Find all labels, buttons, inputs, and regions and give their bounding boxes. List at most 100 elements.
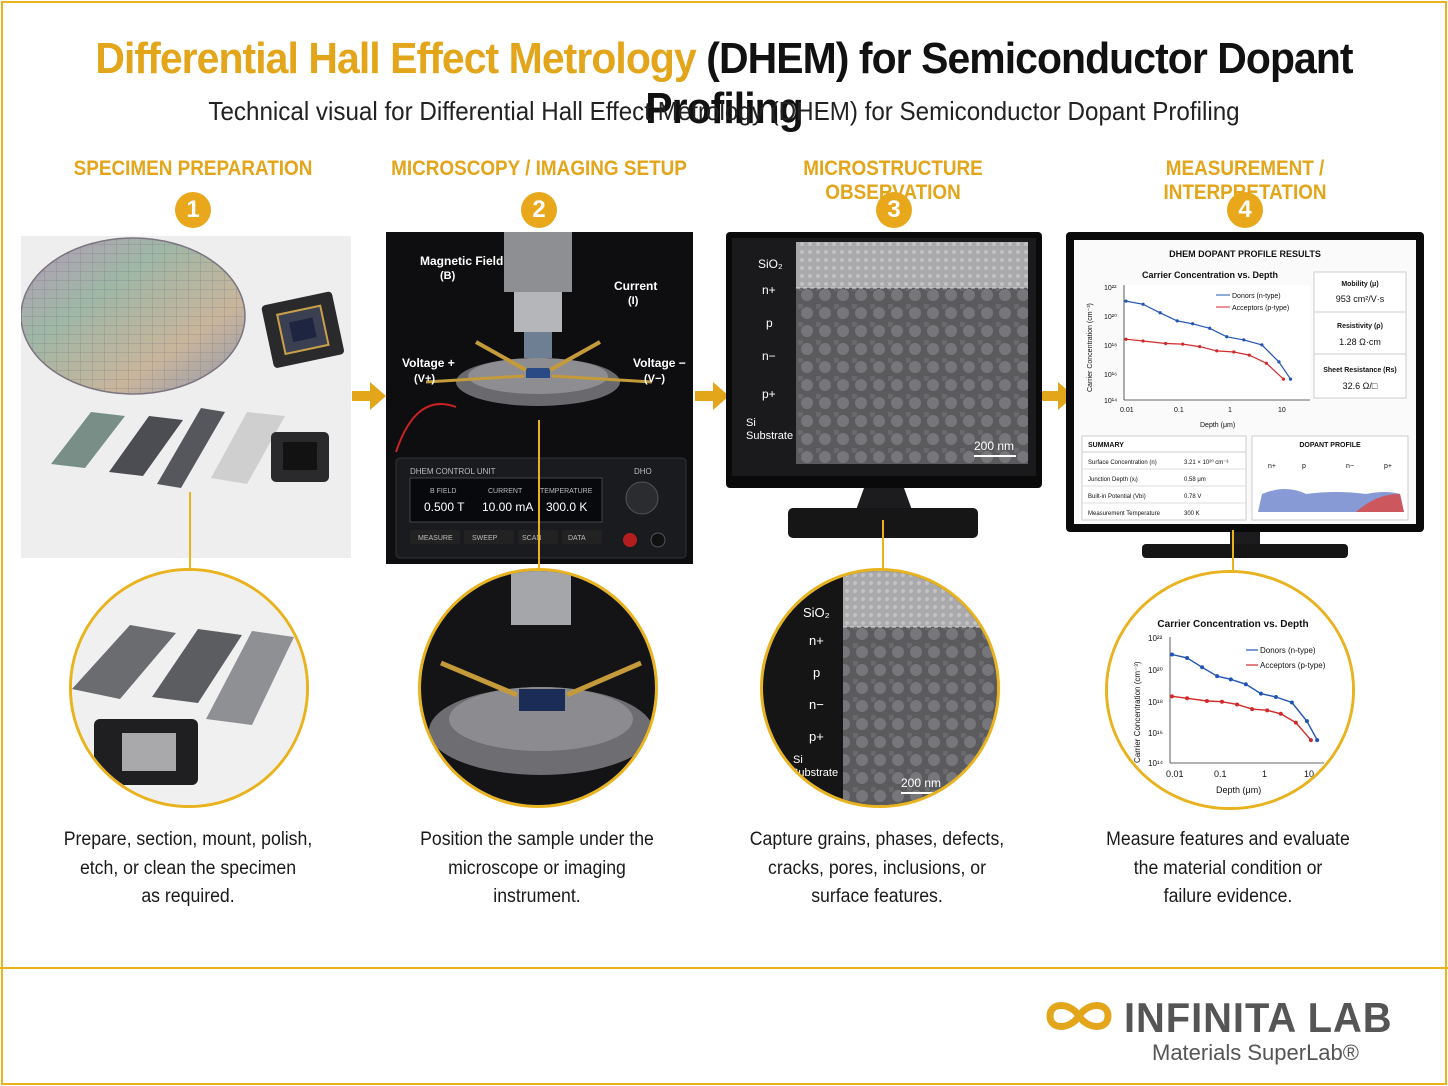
data-point <box>1308 738 1313 743</box>
svg-text:Acceptors (p-type): Acceptors (p-type) <box>1232 305 1289 312</box>
svg-text:Carrier Concentration (cm⁻³): Carrier Concentration (cm⁻³) <box>1087 303 1094 392</box>
data-point <box>1242 338 1246 342</box>
svg-text:p: p <box>813 665 820 680</box>
data-point <box>1158 311 1162 315</box>
measure-button <box>410 530 460 544</box>
data-point <box>1185 655 1190 660</box>
svg-text:Si: Si <box>793 754 803 766</box>
chart-zoom: Carrier Concentration vs. Depth 10²² 10²… <box>1105 570 1355 810</box>
zoom-plot-area <box>1170 652 1320 743</box>
mini-chart-title: Carrier Concentration vs. Depth <box>1142 270 1278 280</box>
data-point <box>1277 360 1281 364</box>
arrow-right-icon <box>1040 382 1074 410</box>
mini-chart: 10²² 10²⁰ 10¹⁸ 10¹⁶ 10¹⁴ 0.01 0.1 1 10 D… <box>1087 285 1310 429</box>
svg-text:10¹⁸: 10¹⁸ <box>1148 698 1163 707</box>
svg-text:10¹⁴: 10¹⁴ <box>1104 398 1117 405</box>
sweep-button <box>464 530 514 544</box>
svg-text:Surface Concentration (n): Surface Concentration (n) <box>1088 460 1157 466</box>
data-point <box>1170 694 1174 699</box>
readout-temperature-label: TEMPERATURE <box>540 488 593 495</box>
svg-text:Acceptors (p-type): Acceptors (p-type) <box>1260 661 1326 670</box>
label-voltage-minus-symbol: (V−) <box>644 373 665 385</box>
label-voltage-plus-symbol: (V+) <box>414 373 435 385</box>
svg-text:10²⁰: 10²⁰ <box>1148 666 1163 675</box>
svg-text:n−: n− <box>809 697 824 712</box>
step-2-title: MICROSCOPY / IMAGING SETUP <box>391 157 687 180</box>
data-point <box>1170 652 1174 657</box>
step-2-caption: Position the sample under the microscope … <box>420 829 654 907</box>
data-point <box>1235 702 1240 707</box>
arrow-right-icon <box>695 382 729 410</box>
data-point <box>1191 322 1195 326</box>
data-point <box>1281 377 1286 381</box>
data-point <box>1185 696 1190 701</box>
specimen-zoom <box>69 568 309 808</box>
specimen-photo <box>21 236 351 558</box>
data-point <box>1258 691 1263 696</box>
results-monitor: DHEM DOPANT PROFILE RESULTS Carrier Conc… <box>1066 232 1424 558</box>
svg-text:0.1: 0.1 <box>1174 407 1184 414</box>
svg-text:Carrier Concentration (cm⁻³): Carrier Concentration (cm⁻³) <box>1133 661 1142 763</box>
svg-text:Substrate: Substrate <box>791 767 838 779</box>
data-point <box>1293 720 1298 725</box>
step-4-caption: Measure features and evaluate the materia… <box>1106 829 1350 907</box>
label-current-symbol: (I) <box>628 295 639 307</box>
summary-table <box>1081 435 1247 521</box>
infinity-logo-icon <box>1046 1002 1112 1030</box>
svg-text:Junction Depth (xⱼ): Junction Depth (xⱼ) <box>1088 477 1138 483</box>
layer-n-minus: n− <box>762 349 776 363</box>
readout-bfield-label: B FIELD <box>430 488 456 495</box>
svg-text:10¹⁶: 10¹⁶ <box>1104 372 1117 379</box>
layer-p-plus: p+ <box>762 387 776 401</box>
step-1-title: SPECIMEN PREPARATION <box>73 157 313 180</box>
svg-text:0.78 V: 0.78 V <box>1184 494 1201 500</box>
layer-p: p <box>766 316 773 330</box>
data-point <box>1289 700 1294 705</box>
data-point <box>1141 302 1145 306</box>
svg-text:MEASURE: MEASURE <box>418 535 453 542</box>
svg-text:10: 10 <box>1304 769 1314 779</box>
svg-text:Donors (n-type): Donors (n-type) <box>1260 646 1316 655</box>
data-point <box>1250 707 1255 712</box>
svg-text:Measurement Temperature: Measurement Temperature <box>1088 511 1161 517</box>
stage-zoom <box>418 568 658 808</box>
readout-current-label: CURRENT <box>488 488 523 495</box>
data-button <box>562 530 602 544</box>
page-title: Differential Hall Effect Metrology (DHEM… <box>51 34 1398 134</box>
svg-text:3.21 × 10²⁰ cm⁻³: 3.21 × 10²⁰ cm⁻³ <box>1184 459 1228 466</box>
svg-text:Built-in Potential (Vbi): Built-in Potential (Vbi) <box>1088 494 1146 500</box>
step-1-number: 1 <box>175 192 211 228</box>
connector-line <box>538 420 540 570</box>
data-point <box>1260 343 1264 347</box>
layer-substrate: Substrate <box>746 430 793 442</box>
data-point <box>1315 738 1320 743</box>
control-unit-label: DHEM CONTROL UNIT <box>410 467 496 476</box>
brand-tagline: Materials SuperLab® <box>1152 1040 1359 1065</box>
dopant-profile-title: DOPANT PROFILE <box>1299 442 1361 449</box>
svg-text:0.58 μm: 0.58 μm <box>1184 477 1206 483</box>
sheet-resistance-value: 32.6 Ω/□ <box>1343 381 1378 391</box>
mini-plot-area <box>1124 299 1293 381</box>
sample-strips <box>51 408 329 488</box>
svg-text:n+: n+ <box>1268 463 1276 470</box>
step-2-number: 2 <box>521 192 557 228</box>
title-rest: (DHEM) for Semiconductor Dopant Profilin… <box>645 34 1353 133</box>
svg-text:1: 1 <box>1262 769 1267 779</box>
chip-package <box>261 291 344 368</box>
svg-text:10²⁰: 10²⁰ <box>1104 313 1117 321</box>
svg-text:10²²: 10²² <box>1104 285 1117 292</box>
svg-text:0.01: 0.01 <box>1120 407 1134 414</box>
footer-divider <box>0 967 1448 969</box>
control-unit-brand: DHO <box>634 467 652 476</box>
microscopy-monitor: SiO₂ n+ p n− p+ Si Substrate 200 nm <box>726 232 1042 538</box>
connector-line <box>882 520 884 570</box>
svg-text:10²²: 10²² <box>1148 634 1163 643</box>
data-point <box>1304 719 1309 724</box>
data-point <box>1225 335 1229 339</box>
svg-text:Depth (μm): Depth (μm) <box>1200 422 1235 429</box>
label-magnetic-field: Magnetic Field <box>420 254 503 268</box>
step-3-number: 3 <box>876 192 912 228</box>
mobility-label: Mobility (μ) <box>1341 281 1378 288</box>
svg-text:p: p <box>1302 463 1306 470</box>
